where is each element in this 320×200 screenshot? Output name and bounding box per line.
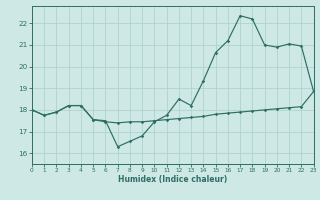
X-axis label: Humidex (Indice chaleur): Humidex (Indice chaleur) — [118, 175, 228, 184]
